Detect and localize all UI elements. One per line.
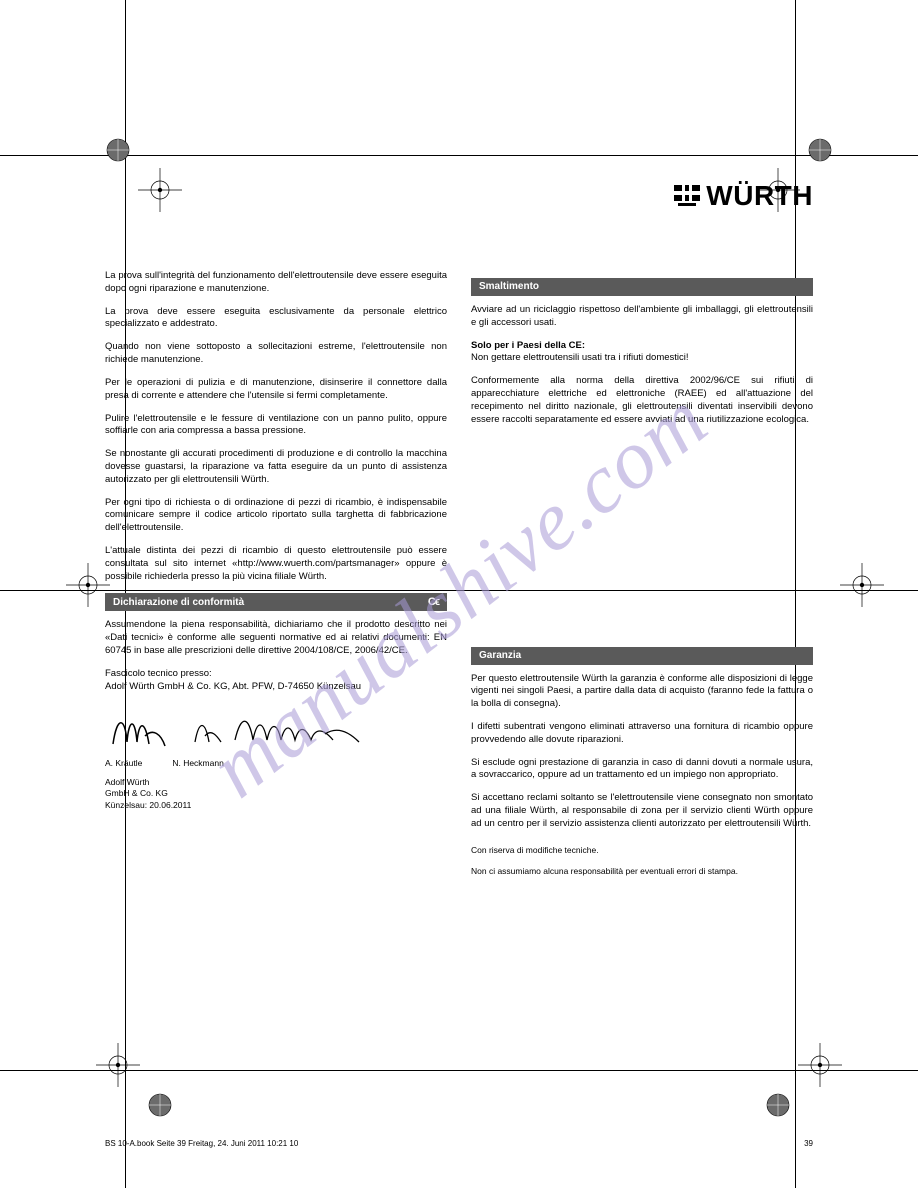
disclaimer-note: Non ci assumiamo alcuna responsabilità p… (471, 866, 813, 877)
para: La prova deve essere eseguita esclusivam… (105, 306, 447, 332)
para: Assumendone la piena responsabilità, dic… (105, 619, 447, 657)
text: Adolf Würth GmbH & Co. KG, Abt. PFW, D-7… (105, 681, 361, 692)
para: Solo per i Paesi della CE: Non gettare e… (471, 340, 813, 366)
name-b: N. Heckmann (172, 758, 224, 769)
brand-name: WÜRTH (706, 180, 813, 212)
registration-mark (130, 1075, 190, 1135)
label: Fascicolo tecnico presso: (105, 668, 212, 679)
ce-mark-icon: C ϵ (428, 595, 439, 610)
page-number: 39 (804, 1139, 813, 1148)
right-column: Smaltimento Avviare ad un riciclaggio ri… (471, 270, 813, 888)
reserve-note: Con riserva di modifiche tecniche. (471, 845, 813, 856)
page-content: WÜRTH La prova sull'integrità del funzio… (105, 180, 813, 1060)
brand-logo: WÜRTH (674, 180, 813, 212)
para: Si accettano reclami soltanto se l'elett… (471, 792, 813, 830)
text: GmbH & Co. KG (105, 788, 447, 799)
wurth-icon (674, 183, 700, 209)
footer-left: BS 10-A.book Seite 39 Freitag, 24. Juni … (105, 1139, 298, 1148)
para: Per le operazioni di pulizia e di manute… (105, 377, 447, 403)
company-block: Adolf Würth GmbH & Co. KG Künzelsau: 20.… (105, 777, 447, 811)
para: Per questo elettroutensile Würth la gara… (471, 673, 813, 711)
footer: BS 10-A.book Seite 39 Freitag, 24. Juni … (105, 1139, 813, 1148)
text: Künzelsau: 20.06.2011 (105, 800, 447, 811)
left-column: La prova sull'integrità del funzionament… (105, 270, 447, 888)
text: Non gettare elettroutensili usati tra i … (471, 352, 689, 363)
para: La prova sull'integrità del funzionament… (105, 270, 447, 296)
registration-mark (832, 555, 892, 615)
section-title: Garanzia (479, 649, 521, 663)
signatures (105, 706, 447, 756)
para: Pulire l'elettroutensile e le fessure di… (105, 413, 447, 439)
section-disposal: Smaltimento (471, 278, 813, 296)
para: Fascicolo tecnico presso: Adolf Würth Gm… (105, 668, 447, 694)
para: Conformemente alla norma della direttiva… (471, 375, 813, 426)
para: Quando non viene sottoposto a sollecitaz… (105, 341, 447, 367)
section-title: Smaltimento (479, 280, 539, 294)
name-a: A. Kräutle (105, 758, 142, 769)
registration-mark (748, 1075, 808, 1135)
label: Solo per i Paesi della CE: (471, 340, 585, 351)
para: Se nonostante gli accurati procedimenti … (105, 448, 447, 486)
text: Adolf Würth (105, 777, 447, 788)
signatory-names: A. Kräutle N. Heckmann (105, 758, 447, 769)
para: I difetti subentrati vengono eliminati a… (471, 721, 813, 747)
section-title: Dichiarazione di conformità (113, 596, 244, 610)
section-declaration: Dichiarazione di conformità C ϵ (105, 593, 447, 611)
para: Per ogni tipo di richiesta o di ordinazi… (105, 497, 447, 535)
section-warranty: Garanzia (471, 647, 813, 665)
para: Avviare ad un riciclaggio rispettoso del… (471, 304, 813, 330)
para: L'attuale distinta dei pezzi di ricambio… (105, 545, 447, 583)
para: Si esclude ogni prestazione di garanzia … (471, 757, 813, 783)
